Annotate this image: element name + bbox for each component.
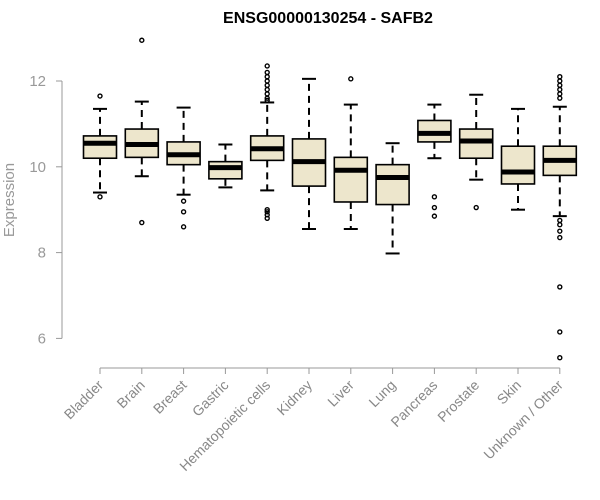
outlier-point — [264, 69, 270, 76]
y-tick-label: 6 — [38, 330, 46, 347]
outlier-point — [557, 284, 563, 290]
outlier-point — [264, 63, 270, 69]
y-axis-label: Expression — [1, 163, 18, 237]
outlier-point — [557, 91, 563, 97]
outlier-point — [264, 97, 270, 104]
chart-title: ENSG00000130254 - SAFB2 — [223, 10, 433, 27]
outlier-point — [264, 212, 270, 218]
outlier-point — [139, 219, 145, 226]
outlier-point — [180, 209, 187, 215]
x-tick-label: Bladder — [61, 377, 107, 423]
box-group — [417, 103, 452, 219]
outlier-point — [264, 74, 270, 80]
box — [208, 160, 243, 180]
box-group — [333, 76, 369, 231]
outlier-point — [557, 222, 563, 228]
outlier-point — [557, 86, 563, 93]
box — [375, 163, 410, 206]
outlier-point — [557, 74, 563, 80]
outlier-point — [348, 76, 354, 82]
outlier-point — [264, 78, 270, 84]
x-tick-label: Lung — [365, 377, 398, 410]
box-group — [249, 63, 285, 221]
outlier-point — [139, 37, 145, 43]
box — [500, 145, 536, 185]
outlier-point — [264, 86, 270, 93]
outlier-point — [264, 209, 270, 215]
outlier-point — [264, 91, 270, 97]
box-group — [124, 37, 160, 226]
outlier-point — [97, 194, 103, 200]
outlier-point — [431, 194, 438, 200]
x-tick-label: Breast — [150, 377, 190, 417]
box — [333, 156, 369, 203]
outlier-point — [473, 204, 479, 211]
box-group — [375, 142, 410, 255]
x-tick-label: Unknown / Other — [480, 377, 566, 463]
boxes-group — [82, 37, 578, 361]
outlier-point — [557, 355, 563, 361]
outlier-point — [557, 78, 563, 84]
box-group — [500, 107, 536, 211]
outlier-point — [431, 213, 438, 219]
y-tick-label: 10 — [29, 159, 46, 176]
x-tick-label: Skin — [494, 377, 525, 408]
outlier-point — [264, 82, 270, 88]
box-group — [542, 74, 578, 361]
y-tick-label: 8 — [38, 245, 46, 262]
x-tick-label: Prostate — [434, 377, 482, 425]
box — [82, 135, 118, 160]
box — [458, 128, 494, 160]
outlier-point — [557, 228, 563, 234]
outlier-point — [180, 198, 187, 204]
outlier-point — [557, 217, 563, 224]
box-group — [82, 93, 118, 200]
outlier-point — [557, 82, 563, 88]
box-group — [208, 143, 243, 189]
y-tick-label: 12 — [29, 73, 46, 90]
outlier-point — [264, 206, 270, 213]
outlier-point — [97, 93, 103, 99]
outlier-point — [557, 234, 563, 241]
x-tick-label: Brain — [113, 377, 147, 411]
box-group — [291, 77, 327, 231]
outlier-point — [180, 224, 187, 230]
box-group — [458, 93, 494, 211]
box-group — [166, 106, 201, 230]
x-tick-label: Liver — [324, 377, 357, 410]
outlier-point — [557, 329, 563, 335]
x-tick-label: Kidney — [274, 377, 316, 419]
y-axis: 6 8 10 12 — [29, 73, 63, 347]
outlier-point — [557, 95, 563, 101]
outlier-point — [431, 204, 438, 211]
